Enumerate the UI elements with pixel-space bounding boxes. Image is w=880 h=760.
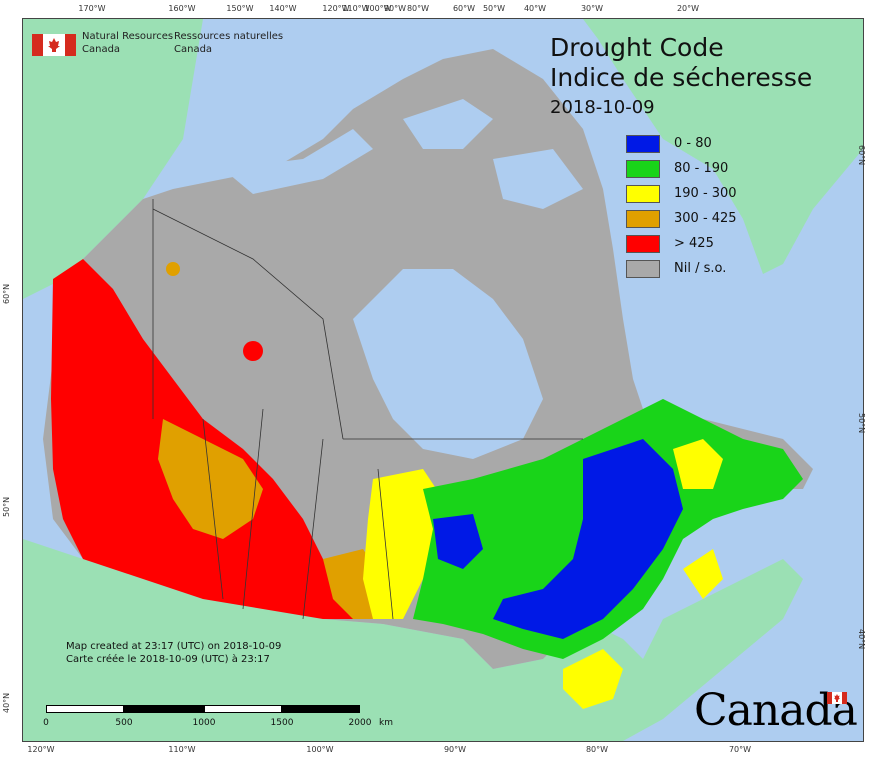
legend-swatch	[626, 235, 660, 253]
legend-swatch	[626, 210, 660, 228]
graticule-top-1: 170°W	[78, 4, 106, 13]
legend-swatch	[626, 160, 660, 178]
scale-label: 1500	[270, 718, 294, 728]
drought-yellow-central	[363, 469, 443, 619]
legend-item: 80 - 190	[626, 158, 826, 180]
legend-swatch	[626, 185, 660, 203]
legend-label: 190 - 300	[674, 186, 737, 201]
graticule-top-11: 50°W	[482, 4, 506, 13]
drought-orange-spot-yukon	[166, 262, 180, 276]
graticule-top-9: 80°W	[406, 4, 430, 13]
legend-swatch	[626, 135, 660, 153]
graticule-right-1: 60°N	[857, 145, 866, 166]
greenland-landmass	[583, 19, 863, 274]
drought-red-west	[51, 259, 363, 619]
agency-en-line2: Canada	[82, 44, 121, 55]
credit-french: Carte créée le 2018-10-09 (UTC) à 23:17	[66, 654, 270, 665]
legend-label: 300 - 425	[674, 211, 737, 226]
drought-yellow-ontario-south	[563, 649, 623, 709]
canada-flag-icon	[32, 34, 76, 56]
graticule-top-13: 30°W	[580, 4, 604, 13]
agency-fr-line2: Canada	[174, 44, 213, 55]
graticule-top-4: 140°W	[269, 4, 297, 13]
drought-orange-prairie	[158, 419, 263, 539]
agency-fr-line1: Ressources naturelles	[174, 31, 284, 42]
scale-unit: km	[379, 718, 393, 728]
legend-label: > 425	[674, 236, 714, 251]
scale-label: 2000	[348, 718, 372, 728]
scale-segment	[46, 705, 124, 713]
credit-english: Map created at 23:17 (UTC) on 2018-10-09	[66, 641, 282, 652]
graticule-top-12: 40°W	[523, 4, 547, 13]
agency-en-line1: Natural Resources	[82, 31, 174, 42]
title-french: Indice de sécheresse	[550, 63, 813, 92]
drought-map-canvas	[23, 19, 863, 741]
legend-swatch	[626, 260, 660, 278]
graticule-left-2: 50°N	[2, 496, 11, 517]
graticule-top-5: 120°W	[322, 4, 350, 13]
map-title: Drought Code Indice de sécheresse 2018-1…	[550, 33, 812, 121]
legend-item: > 425	[626, 233, 826, 255]
provincial-borders	[152, 199, 583, 620]
legend-item: 0 - 80	[626, 133, 826, 155]
graticule-top-10: 60°W	[452, 4, 476, 13]
map-area	[22, 18, 864, 742]
graticule-left-1: 60°N	[2, 283, 11, 304]
graticule-bottom-4: 90°W	[443, 745, 467, 754]
graticule-right-2: 50°N	[857, 413, 866, 434]
legend-item: 300 - 425	[626, 208, 826, 230]
title-english: Drought Code	[550, 33, 724, 62]
drought-red-spot-nwt	[243, 341, 263, 361]
arctic-channel-1	[223, 129, 373, 194]
drought-yellow-quebec-north	[673, 439, 723, 489]
legend-item: 190 - 300	[626, 183, 826, 205]
graticule-bottom-1: 120°W	[27, 745, 55, 754]
legend-label: 80 - 190	[674, 161, 729, 176]
graticule-top-2: 160°W	[168, 4, 196, 13]
scale-label: 0	[43, 718, 49, 728]
graticule-bottom-3: 100°W	[306, 745, 334, 754]
scale-segment	[124, 705, 204, 713]
graticule-right-3: 40°N	[857, 629, 866, 650]
graticule-top-14: 20°W	[676, 4, 700, 13]
graticule-top-6: 110°W	[342, 4, 370, 13]
agency-french: Ressources naturelles Canada	[174, 30, 283, 56]
alaska-landmass	[23, 19, 203, 299]
hudson-bay	[353, 269, 543, 459]
graticule-bottom-6: 70°W	[728, 745, 752, 754]
graticule-bottom-2: 110°W	[168, 745, 196, 754]
scale-bar	[46, 705, 360, 713]
agency-english: Natural Resources Canada	[82, 30, 173, 56]
wordmark-flag-icon	[827, 692, 847, 704]
scale-segment	[282, 705, 360, 713]
drought-blue-quebec	[493, 439, 683, 639]
graticule-top-8: 90°W	[383, 4, 407, 13]
scale-label: 1000	[192, 718, 216, 728]
legend-label: Nil / s.o.	[674, 261, 727, 276]
legend-item: Nil / s.o.	[626, 258, 826, 280]
arctic-channel-3	[493, 149, 583, 209]
graticule-top-7: 100°W	[364, 4, 392, 13]
map-date: 2018-10-09	[550, 97, 655, 118]
scale-label: 500	[115, 718, 133, 728]
graticule-top-3: 150°W	[226, 4, 254, 13]
drought-yellow-maritimes	[683, 549, 723, 599]
arctic-channel-2	[403, 99, 493, 149]
legend-label: 0 - 80	[674, 136, 712, 151]
drought-blue-ontario	[433, 514, 483, 569]
graticule-left-3: 40°N	[2, 692, 11, 713]
graticule-bottom-5: 80°W	[585, 745, 609, 754]
scale-segment	[204, 705, 282, 713]
map-credit: Map created at 23:17 (UTC) on 2018-10-09…	[66, 640, 281, 666]
